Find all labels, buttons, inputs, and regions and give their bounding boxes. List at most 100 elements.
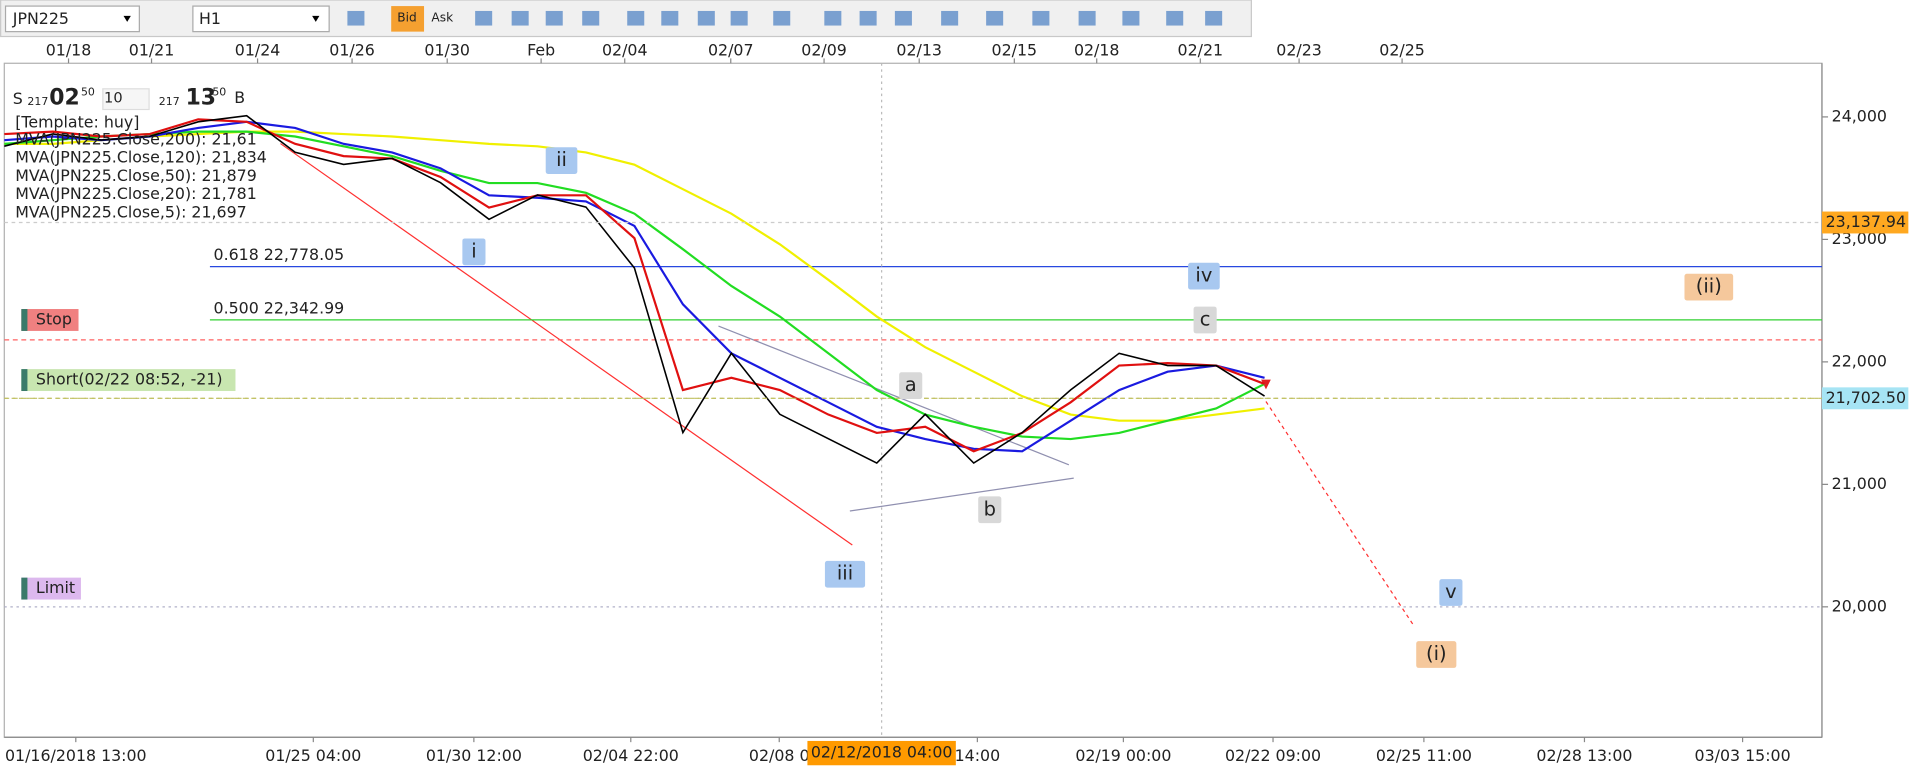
- y-tick-label: 24,000: [1832, 106, 1887, 125]
- wave-box: [1193, 306, 1217, 334]
- wave-box: [824, 560, 866, 588]
- x-tick-label: 02/28 13:00: [1536, 746, 1632, 765]
- wave-label: (i): [1426, 642, 1447, 665]
- legend-entry: MVA(JPN225.Close,50): 21,879: [15, 166, 257, 185]
- x2-tick-label: 02/21: [1178, 41, 1224, 60]
- wave-label: ii: [556, 148, 567, 171]
- wave-box: [1684, 273, 1734, 301]
- x2-tick-label: 01/26: [329, 41, 375, 60]
- cursor-tag: [807, 740, 956, 766]
- wave-label: (ii): [1696, 275, 1722, 298]
- x-tick-label: 01/30 12:00: [426, 746, 522, 765]
- ma-line: [4, 130, 1266, 441]
- ma-line: [4, 120, 1265, 453]
- x-tick-label: 01/25 04:00: [265, 746, 361, 765]
- toolbar-icons: [347, 10, 1223, 26]
- wave-box: [1188, 262, 1220, 290]
- quote-text: 217: [159, 95, 180, 108]
- quote-text: S: [13, 89, 23, 108]
- order-handle: [21, 309, 28, 331]
- x-tick-label: 02/08 0: [749, 746, 810, 765]
- dropdown-arrow: [123, 15, 131, 22]
- quote-text: B: [234, 88, 245, 107]
- legend-entry: MVA(JPN225.Close,5): 21,697: [15, 202, 246, 221]
- x2-tick-label: 02/18: [1074, 41, 1120, 60]
- y-tick-label: 20,000: [1832, 596, 1887, 615]
- wave-box: [462, 238, 486, 266]
- wave-box: [899, 372, 923, 400]
- quote-text: 10: [104, 90, 123, 107]
- x2-tick-label: 02/04: [602, 41, 648, 60]
- ma-line: [4, 130, 1265, 422]
- x-tick-label: 02/19 00:00: [1075, 746, 1171, 765]
- wave-label: i: [471, 239, 476, 262]
- x-tick-label: 02/04 22:00: [583, 746, 679, 765]
- order-box: [21, 577, 81, 600]
- bid-label: Bid: [397, 11, 416, 25]
- wave-label: v: [1445, 580, 1457, 603]
- quote-text: 02: [49, 86, 79, 111]
- short-arrow: [1261, 379, 1271, 390]
- wave-label: a: [905, 373, 917, 396]
- trend-line: [280, 143, 853, 546]
- symbol: JPN225: [12, 9, 69, 28]
- order-box: [21, 369, 236, 392]
- x2-tick-label: 02/23: [1276, 41, 1322, 60]
- x-tick-label: 01/16/2018 13:00: [5, 746, 147, 765]
- order-label: Stop: [36, 309, 72, 328]
- bid-button[interactable]: [391, 6, 425, 32]
- price-tag-label: 23,137.94: [1826, 212, 1906, 231]
- x2-tick-label: 02/15: [992, 41, 1038, 60]
- y-tick-label: 23,000: [1832, 229, 1887, 248]
- x-tick-label: 02/22 09:00: [1225, 746, 1321, 765]
- triangle-line: [849, 477, 1074, 512]
- quote-text: 50: [212, 85, 226, 98]
- x-tick-label: 03/03 15:00: [1695, 746, 1791, 765]
- y-tick-label: 22,000: [1832, 351, 1887, 370]
- template: [Template: huy]: [15, 112, 139, 131]
- fib-label: 0.500 22,342.99: [214, 298, 345, 317]
- x2-tick-label: Feb: [527, 41, 555, 60]
- price-tag: [1821, 387, 1909, 410]
- price-tag-label: 21,702.50: [1826, 388, 1906, 407]
- wave-label: c: [1200, 307, 1211, 330]
- y-tick-label: 21,000: [1832, 474, 1887, 493]
- x2-tick-label: 01/18: [46, 41, 92, 60]
- x2-tick-label: 01/24: [235, 41, 281, 60]
- x2-tick-label: 02/13: [896, 41, 942, 60]
- order-box: [21, 309, 79, 331]
- wave-box: [1439, 579, 1463, 606]
- x2-tick-label: 02/09: [801, 41, 847, 60]
- order-label: Short(02/22 08:52, -21): [36, 370, 223, 389]
- wave-label: iii: [837, 562, 853, 585]
- x2-tick-label: 01/30: [424, 41, 470, 60]
- ask-label[interactable]: Ask: [431, 11, 453, 25]
- quote-text: 13: [186, 86, 216, 111]
- fib-label: 0.618 22,778.05: [214, 245, 345, 264]
- quote-box: [102, 88, 150, 111]
- legend-entry: MVA(JPN225.Close,200): 21,61: [15, 129, 257, 148]
- toolbar: [0, 0, 1252, 38]
- order-handle: [21, 577, 28, 600]
- wave-label: b: [984, 497, 996, 520]
- x-tick-label: 02/25 11:00: [1376, 746, 1472, 765]
- period-select[interactable]: [192, 5, 330, 33]
- x2-tick-label: 02/25: [1379, 41, 1425, 60]
- x2-tick-label: 02/07: [708, 41, 754, 60]
- x2-tick-label: 01/21: [129, 41, 175, 60]
- legend-entry: MVA(JPN225.Close,20): 21,781: [15, 184, 257, 203]
- wave-box: [978, 496, 1002, 524]
- order-label: Limit: [36, 578, 75, 597]
- quote-text: 50: [81, 85, 95, 98]
- symbol-select[interactable]: [4, 5, 140, 33]
- dropdown-arrow: [312, 15, 320, 22]
- projection-line: [1265, 401, 1415, 627]
- legend-entry: MVA(JPN225.Close,120): 21,834: [15, 148, 267, 167]
- wave-label: iv: [1195, 264, 1212, 287]
- ma-line: [4, 114, 1265, 465]
- period: H1: [199, 9, 221, 28]
- quote-text: 217: [27, 95, 48, 108]
